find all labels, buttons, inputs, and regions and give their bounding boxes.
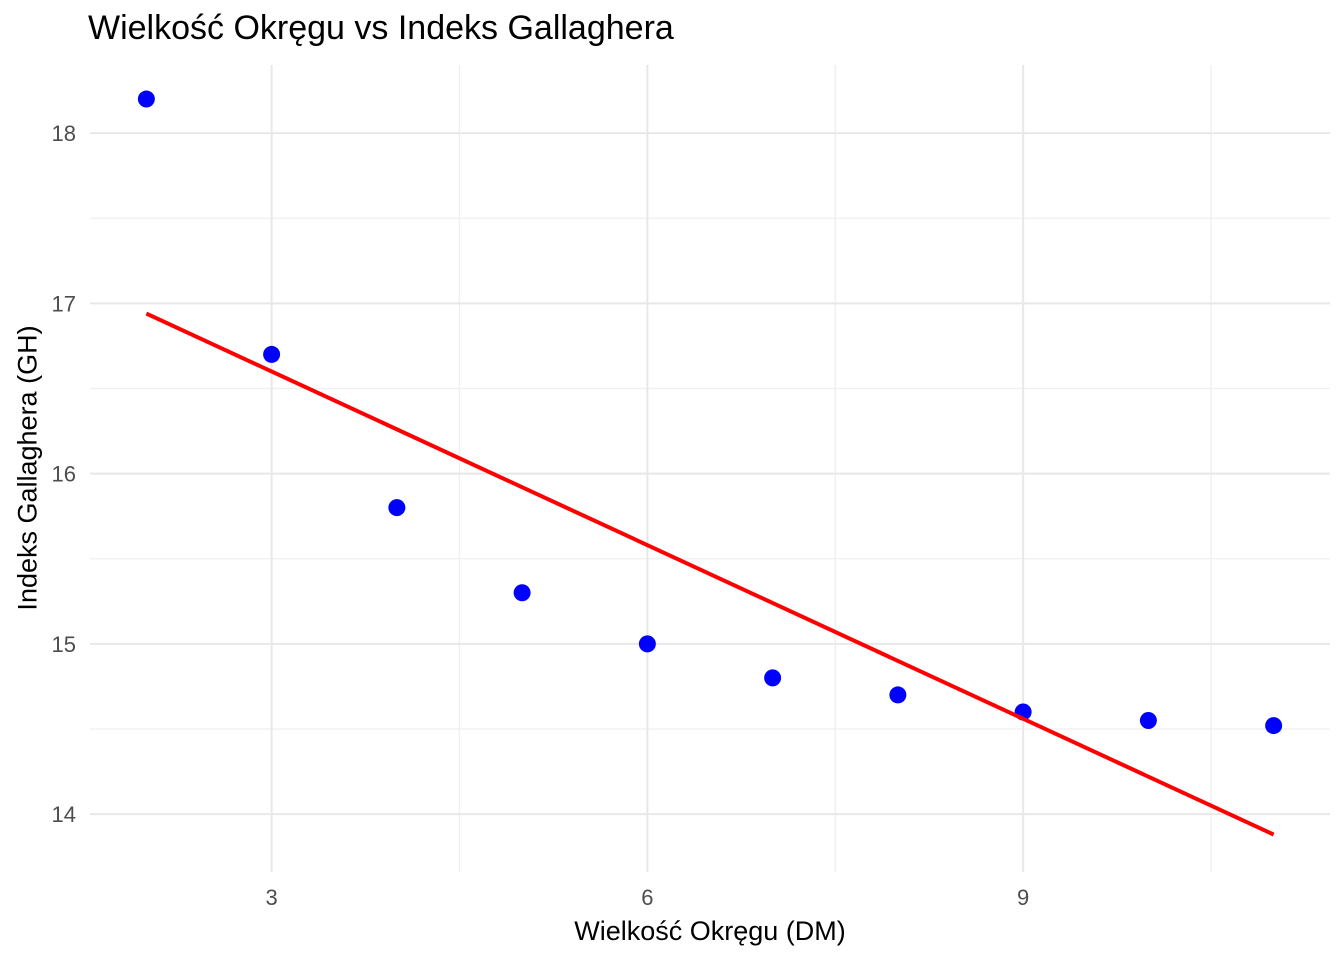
data-point	[764, 669, 782, 687]
x-tick-label: 9	[1017, 885, 1029, 910]
chart-title: Wielkość Okręgu vs Indeks Gallaghera	[88, 9, 674, 47]
trend-line	[145, 311, 1275, 837]
y-axis-title: Indeks Gallaghera (GH)	[12, 325, 43, 611]
data-point	[1139, 711, 1157, 729]
x-tick-label: 6	[641, 885, 653, 910]
y-tick-label: 16	[52, 462, 76, 487]
x-axis-title: Wielkość Okręgu (DM)	[574, 916, 846, 946]
data-point	[1265, 717, 1283, 735]
data-point	[638, 635, 656, 653]
y-tick-label: 14	[52, 802, 76, 827]
data-point	[889, 686, 907, 704]
data-point	[137, 90, 155, 108]
data-point	[388, 499, 406, 517]
data-point	[513, 584, 531, 602]
y-tick-label: 18	[52, 121, 76, 146]
data-point	[263, 345, 281, 363]
y-tick-label: 17	[52, 291, 76, 316]
x-tick-label: 3	[265, 885, 277, 910]
y-tick-label: 15	[52, 632, 76, 657]
